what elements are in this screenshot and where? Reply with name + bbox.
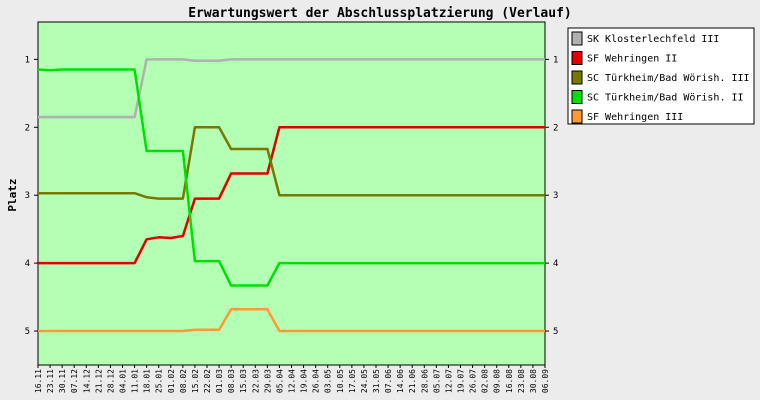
x-tick-label: 28.12	[106, 369, 115, 393]
y-tick-label: 1	[25, 55, 30, 65]
legend-label: SC Türkheim/Bad Wörish. III	[587, 73, 750, 84]
x-tick-label: 14.12	[82, 369, 91, 393]
x-tick-label: 06.09	[541, 369, 550, 393]
legend-label: SF Wehringen III	[587, 112, 683, 123]
x-tick-label: 23.08	[517, 369, 526, 393]
x-tick-label: 05.07	[432, 369, 441, 393]
x-tick-label: 30.11	[58, 369, 67, 393]
y-tick-label: 2	[553, 123, 558, 133]
series-line	[38, 126, 545, 200]
x-tick-label: 01.02	[167, 369, 176, 393]
legend-swatch	[571, 31, 583, 46]
series-line	[38, 308, 545, 333]
x-tick-label: 14.06	[396, 369, 405, 393]
x-tick-label: 11.01	[131, 369, 140, 393]
x-tick-label: 12.07	[444, 369, 453, 393]
x-tick-label: 03.05	[324, 369, 333, 393]
x-tick-label: 21.06	[408, 369, 417, 393]
legend-label: SF Wehringen II	[587, 54, 677, 65]
series-line	[37, 68, 545, 287]
x-tick-label: 09.08	[493, 369, 502, 393]
y-tick-label: 4	[25, 259, 30, 269]
x-tick-label: 23.11	[46, 369, 55, 393]
legend-swatch	[571, 109, 583, 124]
x-tick-label: 05.04	[275, 369, 284, 393]
legend-box	[567, 27, 755, 125]
x-tick-label: 24.05	[360, 369, 369, 393]
x-tick-label: 25.01	[155, 369, 164, 393]
x-tick-label: 28.06	[420, 369, 429, 393]
x-tick-label: 18.01	[143, 369, 152, 393]
x-tick-label: 15.03	[239, 369, 248, 393]
x-tick-label: 22.02	[203, 369, 212, 393]
y-tick-label: 3	[25, 191, 30, 201]
x-tick-label: 16.11	[34, 369, 43, 393]
y-tick-label: 2	[25, 123, 30, 133]
x-tick-label: 29.03	[263, 369, 272, 393]
series-line	[38, 126, 545, 265]
x-tick-label: 26.04	[312, 369, 321, 393]
x-tick-label: 10.05	[336, 369, 345, 393]
x-tick-label: 16.08	[505, 369, 514, 393]
y-tick-label: 3	[553, 191, 558, 201]
x-tick-label: 04.01	[119, 369, 128, 393]
y-tick-label: 5	[25, 327, 30, 337]
x-tick-label: 08.02	[179, 369, 188, 393]
x-tick-label: 30.08	[529, 369, 538, 393]
series-line	[38, 58, 545, 119]
x-tick-label: 02.08	[481, 369, 490, 393]
x-tick-label: 26.07	[469, 369, 478, 393]
x-tick-label: 31.05	[372, 369, 381, 393]
x-tick-label: 22.03	[251, 369, 260, 393]
legend-swatch	[571, 51, 583, 65]
x-tick-label: 01.03	[215, 369, 224, 393]
y-tick-label: 1	[553, 55, 558, 65]
x-tick-label: 17.05	[348, 369, 357, 393]
x-tick-label: 07.12	[70, 369, 79, 393]
legend-label: SC Türkheim/Bad Wörish. II	[587, 93, 744, 104]
y-axis-label: Platz	[6, 178, 19, 211]
y-tick-label: 4	[553, 259, 558, 269]
x-tick-label: 15.02	[191, 369, 200, 393]
x-tick-label: 19.04	[300, 369, 309, 393]
x-tick-label: 07.06	[384, 369, 393, 393]
x-tick-label: 19.07	[457, 369, 466, 393]
chart-title: Erwartungswert der Abschlussplatzierung …	[188, 6, 572, 21]
x-tick-label: 12.04	[288, 369, 297, 393]
x-tick-label: 21.12	[94, 369, 103, 393]
y-tick-label: 5	[553, 327, 558, 337]
legend-swatch	[571, 70, 583, 85]
x-tick-label: 08.03	[227, 369, 236, 393]
legend-swatch	[571, 90, 583, 104]
legend-label: SK Klosterlechfeld III	[587, 34, 719, 45]
